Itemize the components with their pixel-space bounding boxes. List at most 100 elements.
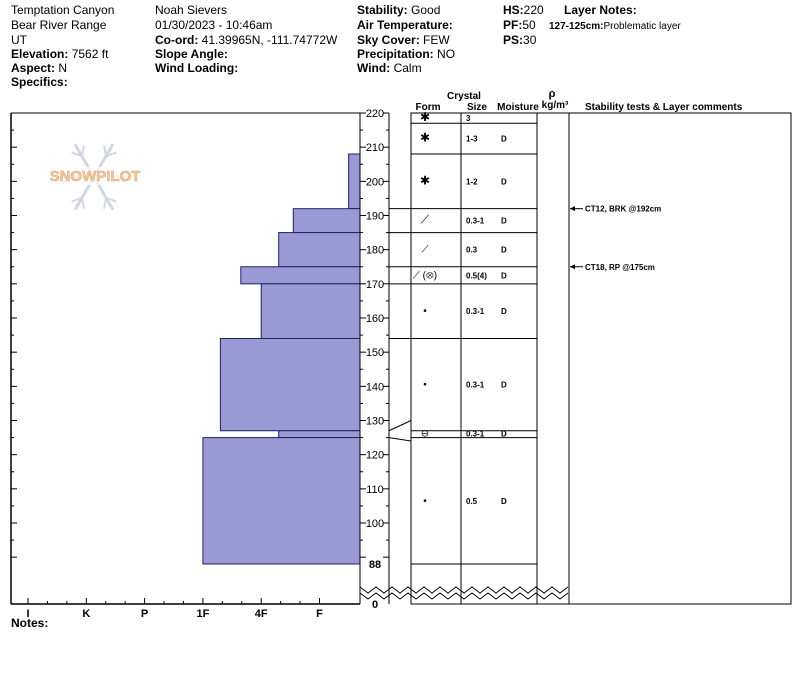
coord: Co-ord: 41.39965N, -111.74772W: [155, 33, 337, 48]
depth-break-zigzag: [359, 586, 569, 594]
watermark-band: [34, 167, 155, 185]
slope-angle: Slope Angle:: [155, 47, 228, 62]
depth-label: 140: [366, 381, 384, 393]
coord-label: Co-ord:: [155, 33, 199, 47]
grain-size: 0.3-1: [466, 429, 485, 438]
layer-notes: Layer Notes:: [564, 3, 637, 18]
grain-form-symbol: •: [423, 306, 427, 317]
grain-moisture: D: [501, 497, 507, 506]
hardness-bar: [292, 208, 361, 234]
watermark-text: SNOWPILOT: [50, 168, 141, 185]
depth-label: 100: [366, 518, 384, 530]
precipitation: Precipitation: NO: [357, 47, 455, 62]
layer-notes-label: Layer Notes:: [564, 3, 637, 17]
grain-form-symbol: ✱: [420, 131, 430, 145]
grain-moisture: D: [501, 217, 507, 226]
hardness-bar: [219, 338, 361, 432]
snowflake-branch: [81, 197, 85, 209]
grain-moisture: D: [501, 177, 507, 186]
grain-moisture: D: [501, 135, 507, 144]
wind-value: Calm: [393, 61, 422, 75]
grain-form-symbol: •: [423, 380, 427, 391]
sky-value: FEW: [423, 33, 450, 47]
wind: Wind: Calm: [357, 61, 422, 76]
hardness-bar: [348, 153, 361, 210]
moisture-header: Moisture: [497, 102, 539, 113]
grain-form-symbol: ✱: [420, 110, 430, 124]
elevation-label: Elevation:: [11, 47, 69, 61]
air-temp-label: Air Temperature:: [357, 18, 453, 32]
aspect-value: N: [58, 61, 68, 75]
layer-connector: [388, 420, 412, 432]
grain-moisture: D: [501, 246, 507, 255]
hs-value: 220: [523, 3, 544, 17]
rho-header: ρ: [549, 88, 556, 100]
ps-label: PS:: [503, 33, 524, 47]
grain-size: 1-3: [466, 135, 478, 144]
depth-label: 130: [366, 416, 384, 428]
snowflake-branch: [81, 145, 85, 157]
comments-header: Stability tests & Layer comments: [585, 102, 743, 113]
hardness-tick-label: K: [82, 608, 90, 620]
specifics: Specifics:: [11, 75, 68, 90]
depth-label: 0: [372, 599, 378, 611]
hardness-tick-label: P: [141, 608, 148, 620]
layer-note: 127-125cm:Problematic layer: [549, 19, 681, 34]
depth-label: 150: [366, 347, 384, 359]
precip-value: NO: [437, 47, 456, 61]
density-unit-header: kg/m³: [542, 100, 569, 111]
grain-form-symbol: ⊖: [421, 428, 429, 439]
hardness-bar: [240, 266, 361, 285]
stability-label: Stability:: [357, 3, 408, 17]
grain-moisture: D: [501, 307, 507, 316]
pf-label: PF:: [503, 18, 523, 32]
grain-moisture: D: [501, 429, 507, 438]
grain-size: 0.3: [466, 246, 478, 255]
wind-label: Wind:: [357, 61, 391, 75]
datetime: 01/30/2023 - 10:46am: [155, 18, 273, 32]
aspect-label: Aspect:: [11, 61, 56, 75]
notes-label: Notes:: [11, 616, 49, 630]
grain-size: 0.5(4): [466, 271, 487, 280]
elevation: Elevation: 7562 ft: [11, 47, 108, 62]
observer: Noah Sievers: [155, 3, 228, 17]
grain-form-symbol: ⟋: [421, 213, 430, 227]
aspect: Aspect: N: [11, 61, 67, 76]
snowflake-branch: [105, 196, 117, 203]
depth-break-zigzag: [359, 592, 569, 600]
snowflake-branch: [71, 196, 83, 203]
snowflake-branch: [103, 145, 107, 157]
grain-size: 0.5: [466, 497, 478, 506]
grain-size: 3: [466, 114, 471, 123]
grain-form-symbol: ⟋: [422, 245, 429, 256]
hardness-bar: [202, 437, 361, 565]
stability-test-label: CT18, RP @175cm: [585, 263, 655, 272]
depth-label: 160: [366, 313, 384, 325]
depth-label: 88: [369, 559, 381, 571]
form-header: Form: [416, 102, 441, 113]
layer-note-range: 127-125cm:: [549, 21, 604, 32]
stability: Stability: Good: [357, 3, 440, 18]
stability-test-label: CT12, BRK @192cm: [585, 205, 661, 214]
wind-loading-label: Wind Loading:: [155, 61, 239, 75]
grain-form-symbol: •: [423, 496, 427, 507]
hardness-tick-label: I: [26, 608, 29, 620]
grain-moisture: D: [501, 271, 507, 280]
specifics-label: Specifics:: [11, 75, 68, 89]
grain-size: 0.3-1: [466, 307, 485, 316]
grain-form-symbol: ⟋ (⊗): [413, 270, 437, 281]
depth-label: 110: [366, 484, 384, 496]
stability-arrow-head: [570, 264, 575, 270]
elevation-value: 7562 ft: [71, 47, 109, 61]
air-temperature: Air Temperature:: [357, 18, 453, 33]
layer-table-frame: [410, 112, 792, 605]
grain-size: 0.3-1: [466, 217, 485, 226]
wind-loading: Wind Loading:: [155, 61, 238, 76]
range: Bear River Range: [11, 18, 107, 32]
hs: HS:220: [503, 3, 544, 18]
location: Temptation Canyon: [11, 3, 115, 17]
hs-label: HS:: [503, 3, 524, 17]
ps: PS:30: [503, 33, 536, 48]
sky-label: Sky Cover:: [357, 33, 420, 47]
